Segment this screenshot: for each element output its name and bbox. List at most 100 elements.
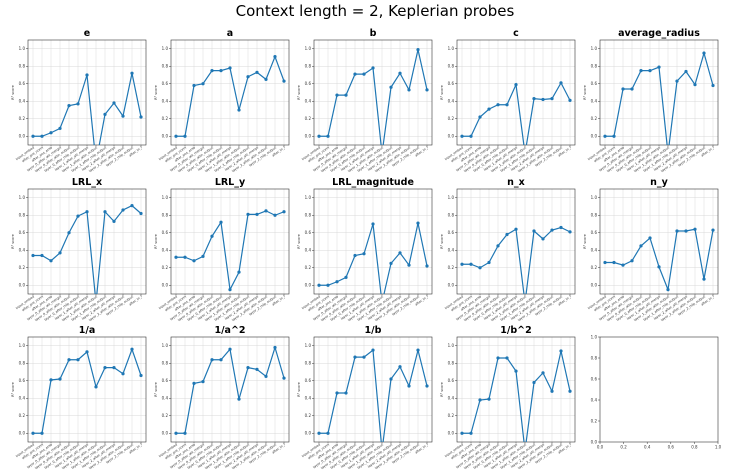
y-tick-label: 0.8: [591, 213, 598, 218]
data-point: [201, 82, 205, 86]
y-axis-label: R² score: [583, 84, 587, 100]
y-tick-label: 0.4: [305, 248, 312, 253]
data-point: [621, 263, 625, 267]
data-point: [246, 212, 250, 216]
chart-panel: b0.00.20.40.60.81.0R² scoreinput_embedaf…: [297, 28, 433, 173]
y-tick-label: 0.6: [162, 81, 169, 86]
data-point: [398, 365, 402, 369]
y-tick-label: 0.2: [448, 116, 455, 121]
data-point: [103, 210, 107, 214]
y-tick-label: 0.6: [591, 230, 598, 235]
data-point: [711, 83, 715, 88]
data-point: [273, 213, 277, 217]
data-point: [469, 134, 473, 138]
panel-grid: e0.00.20.40.60.81.0R² scoreinput_embedaf…: [11, 28, 722, 470]
data-point: [389, 377, 393, 381]
y-tick-label: 0.0: [448, 283, 455, 288]
data-point: [130, 71, 134, 75]
y-tick-label: 0.0: [305, 431, 312, 436]
x-tick-label: 0.0: [597, 445, 604, 450]
data-point: [192, 83, 196, 88]
data-point: [121, 208, 125, 212]
panel-title: LRL_magnitude: [332, 177, 414, 188]
y-tick-label: 1.0: [162, 343, 169, 348]
y-tick-label: 0.8: [19, 213, 26, 218]
y-tick-label: 0.2: [591, 116, 598, 121]
data-point: [219, 69, 223, 73]
chart-panel: e0.00.20.40.60.81.0R² scoreinput_embedaf…: [11, 28, 147, 173]
y-tick-label: 0.8: [305, 213, 312, 218]
y-tick-label: 1.0: [305, 343, 312, 348]
data-point: [210, 234, 214, 238]
data-point: [40, 134, 44, 138]
data-point: [174, 134, 178, 138]
y-tick-label: 0.0: [305, 134, 312, 139]
data-point: [192, 259, 196, 263]
data-point: [85, 73, 89, 77]
data-point: [344, 93, 348, 97]
data-point: [550, 97, 554, 101]
data-point: [31, 431, 35, 435]
panel-title: a: [227, 28, 233, 39]
data-point: [317, 431, 321, 435]
data-point: [568, 98, 572, 102]
y-tick-label: 0.8: [591, 355, 598, 360]
y-tick-label: 0.8: [448, 361, 455, 366]
y-axis-label: R² score: [154, 233, 158, 249]
data-point: [139, 373, 143, 378]
data-point: [255, 212, 259, 216]
y-axis-label: R² score: [297, 381, 301, 397]
data-point: [353, 72, 357, 76]
data-point: [264, 77, 268, 81]
data-point: [335, 93, 339, 97]
data-point: [487, 260, 491, 265]
data-point: [219, 358, 223, 362]
data-point: [362, 72, 366, 76]
data-point: [505, 103, 509, 107]
data-point: [478, 266, 482, 270]
data-point: [478, 398, 482, 402]
data-point: [559, 225, 563, 230]
data-point: [237, 108, 241, 112]
y-axis-label: R² score: [583, 233, 587, 249]
data-point: [425, 384, 429, 388]
data-point: [657, 265, 661, 269]
data-point: [532, 97, 536, 101]
data-point: [532, 380, 536, 385]
y-axis-label: R² score: [11, 233, 15, 249]
data-point: [371, 348, 375, 352]
x-tick-label: 0.4: [644, 445, 651, 450]
y-axis-label: R² score: [297, 84, 301, 100]
panel-title: b: [370, 28, 377, 39]
data-point: [639, 69, 643, 73]
x-tick-label: 0.8: [691, 445, 698, 450]
y-tick-label: 1.0: [162, 195, 169, 200]
y-tick-label: 0.0: [591, 439, 598, 444]
data-point: [130, 204, 134, 208]
panel-title: 1/a: [79, 325, 96, 336]
y-tick-label: 0.6: [591, 81, 598, 86]
y-tick-label: 0.4: [591, 248, 598, 253]
panel-title: LRL_x: [72, 177, 102, 188]
data-point: [121, 114, 125, 118]
data-point: [684, 69, 688, 74]
y-tick-label: 0.2: [19, 265, 26, 270]
data-point: [416, 221, 420, 225]
data-point: [237, 397, 241, 401]
data-point: [344, 391, 348, 395]
y-tick-label: 0.0: [305, 283, 312, 288]
y-tick-label: 0.0: [591, 283, 598, 288]
data-point: [398, 71, 402, 75]
y-tick-label: 0.6: [305, 81, 312, 86]
y-tick-label: 0.4: [19, 396, 26, 401]
data-point: [112, 219, 116, 223]
y-tick-label: 0.2: [305, 116, 312, 121]
data-point: [201, 380, 205, 384]
data-point: [460, 262, 464, 266]
data-point: [693, 227, 697, 231]
data-point: [398, 251, 402, 255]
y-axis-label: R² score: [11, 84, 15, 100]
y-tick-label: 0.6: [162, 230, 169, 235]
y-tick-label: 1.0: [591, 195, 598, 200]
data-point: [130, 347, 134, 351]
